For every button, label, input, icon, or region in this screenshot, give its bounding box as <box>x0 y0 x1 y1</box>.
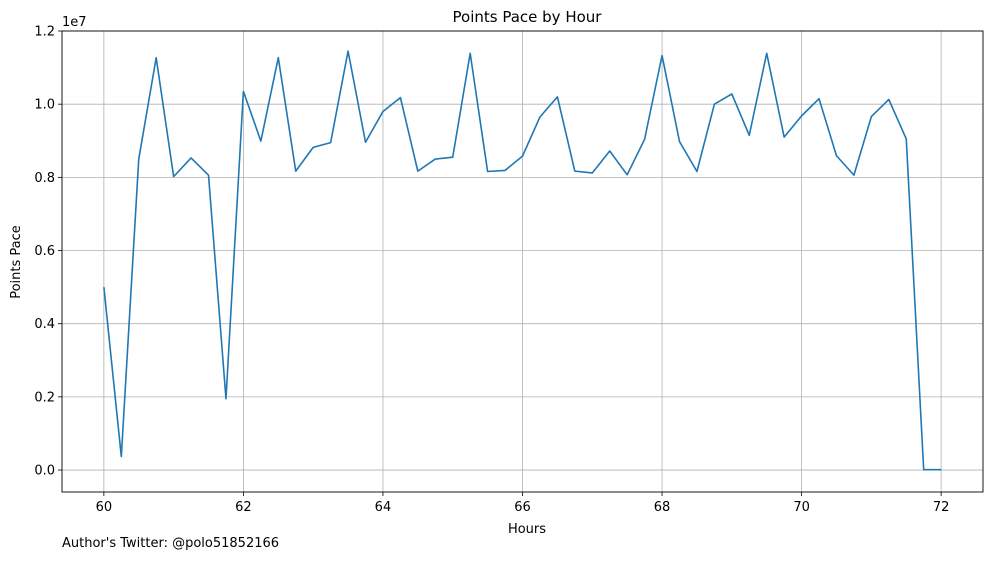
y-tick-label: 0.0 <box>34 464 55 479</box>
y-tick-label: 0.8 <box>34 171 55 186</box>
y-tick-label: 0.6 <box>34 244 55 259</box>
x-axis-ticks: 60 62 64 66 68 70 72 <box>96 492 950 515</box>
grid-lines <box>62 30 983 492</box>
y-axis-offset-label: 1e7 <box>62 15 87 30</box>
x-axis-label: Hours <box>508 522 546 537</box>
chart-title: Points Pace by Hour <box>453 8 603 26</box>
x-tick-label: 70 <box>793 500 810 515</box>
author-credit: Author's Twitter: @polo51852166 <box>62 536 280 551</box>
y-axis-label: Points Pace <box>9 225 24 299</box>
series-line <box>103 50 942 471</box>
x-tick-label: 66 <box>514 500 531 515</box>
x-tick-label: 68 <box>654 500 671 515</box>
y-tick-label: 1.0 <box>34 98 55 113</box>
y-tick-label: 0.2 <box>34 390 55 405</box>
x-tick-label: 64 <box>375 500 392 515</box>
y-tick-label: 0.4 <box>34 317 55 332</box>
y-tick-label: 1.2 <box>34 25 55 40</box>
x-tick-label: 60 <box>96 500 113 515</box>
x-tick-label: 72 <box>933 500 950 515</box>
x-tick-label: 62 <box>235 500 252 515</box>
y-axis-ticks: 0.0 0.2 0.4 0.6 0.8 1.0 1.2 <box>34 25 62 479</box>
